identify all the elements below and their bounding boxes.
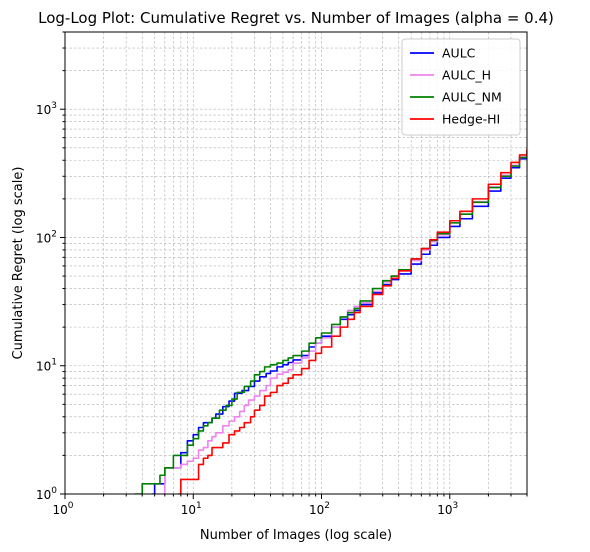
axes: 100 101 102 103 100 101 102 103 — [36, 31, 528, 517]
x-tick-label: 100 — [52, 501, 73, 517]
series-line-aulc-nm — [134, 151, 527, 494]
y-tick-label: 100 — [36, 486, 57, 502]
series-line-hedge-hi — [177, 148, 527, 494]
x-tick-label: 103 — [437, 501, 458, 517]
x-axis-label: Number of Images (log scale) — [200, 528, 392, 543]
legend-box — [401, 38, 521, 136]
y-tick-label: 101 — [36, 358, 57, 374]
chart-title: Log-Log Plot: Cumulative Regret vs. Numb… — [38, 9, 554, 27]
plot-area-frame — [64, 31, 528, 495]
y-tick-label: 102 — [36, 229, 57, 245]
x-tick-label: 102 — [309, 501, 330, 517]
legend-label-aulc: AULC — [442, 46, 476, 61]
legend: AULC AULC_H AULC_NM Hedge-HI — [401, 38, 521, 136]
y-tick-label: 103 — [36, 101, 57, 117]
y-axis-label: Cumulative Regret (log scale) — [11, 167, 26, 360]
legend-label-aulc-nm: AULC_NM — [442, 90, 502, 105]
legend-label-aulc-h: AULC_H — [442, 68, 491, 83]
legend-label-hedge-hi: Hedge-HI — [442, 112, 500, 127]
x-tick-label: 101 — [181, 501, 202, 517]
series-lines — [134, 148, 527, 494]
